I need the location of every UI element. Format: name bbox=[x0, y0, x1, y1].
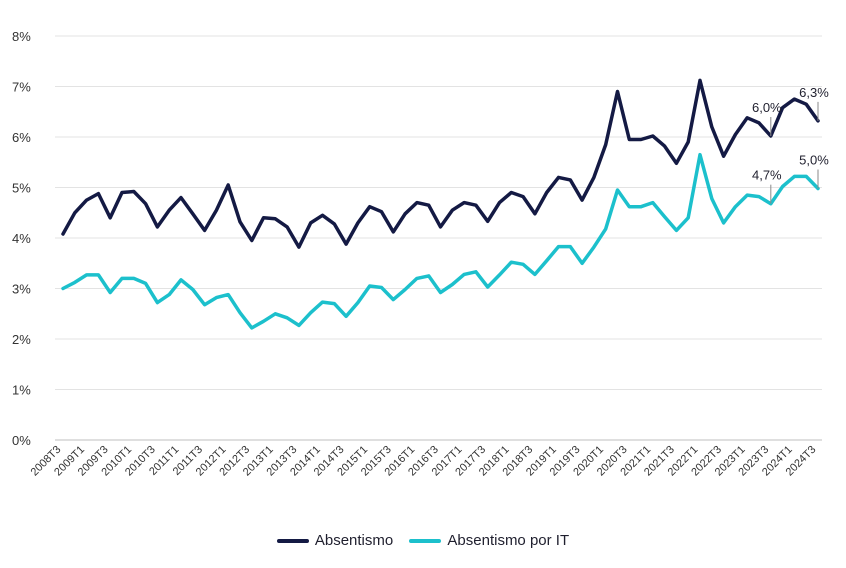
series-line-absentismo bbox=[61, 78, 820, 249]
line-chart: 0% 1% 2% 3% 4% 5% 6% 7% 8% 2008T32009T12009T3201… bbox=[12, 29, 829, 479]
series-lines bbox=[61, 78, 820, 330]
legend-item-absentismo-por-it: Absentismo por IT bbox=[409, 532, 569, 549]
series-line-absentismo-por-it bbox=[61, 152, 820, 330]
data-labels: 6,0% 6,3% 4,7% 5,0% bbox=[752, 85, 829, 204]
data-label: 6,3% bbox=[799, 85, 829, 100]
legend-swatch-absentismo-por-it bbox=[409, 539, 442, 544]
y-tick-label: 3% bbox=[12, 282, 31, 297]
x-axis-tick-labels: 2008T32009T12009T32010T12010T32011T12011… bbox=[29, 444, 819, 479]
legend-item-absentismo: Absentismo bbox=[276, 532, 394, 549]
gridlines bbox=[55, 35, 822, 441]
data-label: 4,7% bbox=[752, 168, 782, 183]
y-tick-label: 4% bbox=[12, 231, 31, 246]
y-axis-tick-labels: 0% 1% 2% 3% 4% 5% 6% 7% 8% bbox=[12, 29, 31, 448]
y-tick-label: 1% bbox=[12, 383, 31, 398]
y-tick-label: 5% bbox=[12, 181, 31, 196]
y-tick-label: 0% bbox=[12, 433, 31, 448]
y-tick-label: 7% bbox=[12, 80, 31, 95]
legend-label-absentismo: Absentismo bbox=[314, 532, 394, 549]
data-label: 5,0% bbox=[799, 153, 829, 168]
data-label: 6,0% bbox=[752, 100, 782, 115]
y-tick-label: 8% bbox=[12, 29, 31, 44]
y-tick-label: 2% bbox=[12, 332, 31, 347]
legend: Absentismo Absentismo por IT bbox=[0, 532, 846, 549]
y-tick-label: 6% bbox=[12, 130, 31, 145]
legend-swatch-absentismo bbox=[276, 539, 309, 544]
legend-label-absentismo-por-it: Absentismo por IT bbox=[447, 532, 570, 549]
